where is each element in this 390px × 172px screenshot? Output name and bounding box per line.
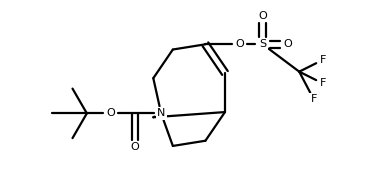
Text: N: N bbox=[157, 108, 165, 118]
Text: S: S bbox=[259, 39, 266, 49]
Text: F: F bbox=[319, 55, 326, 65]
Text: O: O bbox=[259, 11, 267, 21]
Text: O: O bbox=[131, 142, 140, 152]
Text: O: O bbox=[106, 108, 115, 118]
Text: O: O bbox=[235, 39, 244, 49]
Text: F: F bbox=[310, 94, 317, 104]
Text: F: F bbox=[319, 78, 326, 88]
Text: O: O bbox=[283, 39, 292, 49]
